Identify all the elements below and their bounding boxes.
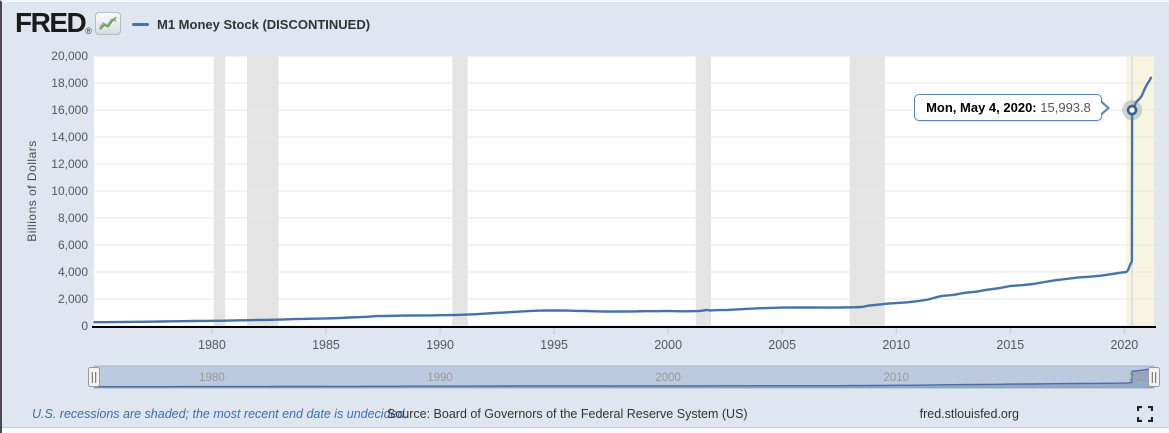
legend-item-m1[interactable]: M1 Money Stock (DISCONTINUED) [132,2,370,46]
chart-header: FRED ® M1 Money Stock (DISCONTINUED) [2,2,1169,46]
slider-year-label: 1980 [199,372,225,384]
x-tick-label: 1990 [426,338,454,352]
y-tick-label: 14,000 [51,130,88,144]
bottom-strip [2,427,1169,433]
y-tick-label: 12,000 [51,157,88,171]
y-tick-label: 2,000 [58,292,88,306]
slider-year-label: 2010 [883,372,909,384]
y-tick-label: 20,000 [51,49,88,63]
chart-footer: U.S. recessions are shaded; the most rec… [2,401,1169,427]
recession-note-link[interactable]: U.S. recessions are shaded; the most rec… [32,407,408,421]
source-link[interactable]: Source: Board of Governors of the Federa… [387,407,748,421]
legend-label: M1 Money Stock (DISCONTINUED) [157,16,371,32]
y-tick-label: 18,000 [51,76,88,90]
tooltip: Mon, May 4, 2020: 15,993.8 [914,94,1110,122]
fred-logo[interactable]: FRED ® [15,8,121,38]
slider-series-line [94,368,1152,388]
x-tick-label: 2015 [996,338,1024,352]
x-tick-label: 2005 [768,338,796,352]
fred-sparkline-icon [94,11,121,35]
y-tick-label: 6,000 [58,238,88,252]
tooltip-value: 15,993.8 [1040,100,1091,116]
y-tick-label: 8,000 [58,211,88,225]
tooltip-date: Mon, May 4, 2020: [926,100,1037,116]
slider-year-label: 2020 [1129,372,1155,384]
x-tick-label: 2010 [882,338,910,352]
fullscreen-icon[interactable] [1137,406,1153,422]
slider-handle-right[interactable] [1148,367,1160,387]
y-tick-label: 0 [81,319,88,333]
registered-mark: ® [85,26,92,36]
slider-handle-left[interactable] [88,367,100,387]
legend-line-sample [132,22,149,26]
data-point-marker[interactable] [1126,104,1138,116]
x-tick-label: 1995 [540,338,568,352]
y-tick-label: 10,000 [51,184,88,198]
y-tick-label: 16,000 [51,103,88,117]
y-tick-label: 4,000 [58,265,88,279]
x-tick-label: 1980 [198,338,226,352]
slider-year-label: 1990 [427,372,453,384]
x-tick-label: 2000 [654,338,682,352]
series-line-m1[interactable] [93,76,1153,324]
fred-site-link[interactable]: fred.stlouisfed.org [919,407,1019,421]
fred-logo-text: FRED [15,7,87,38]
x-tick-label: 2020 [1110,338,1138,352]
x-tick-label: 1985 [312,338,340,352]
slider-series-area [94,369,1154,388]
slider-year-label: 2000 [655,372,681,384]
